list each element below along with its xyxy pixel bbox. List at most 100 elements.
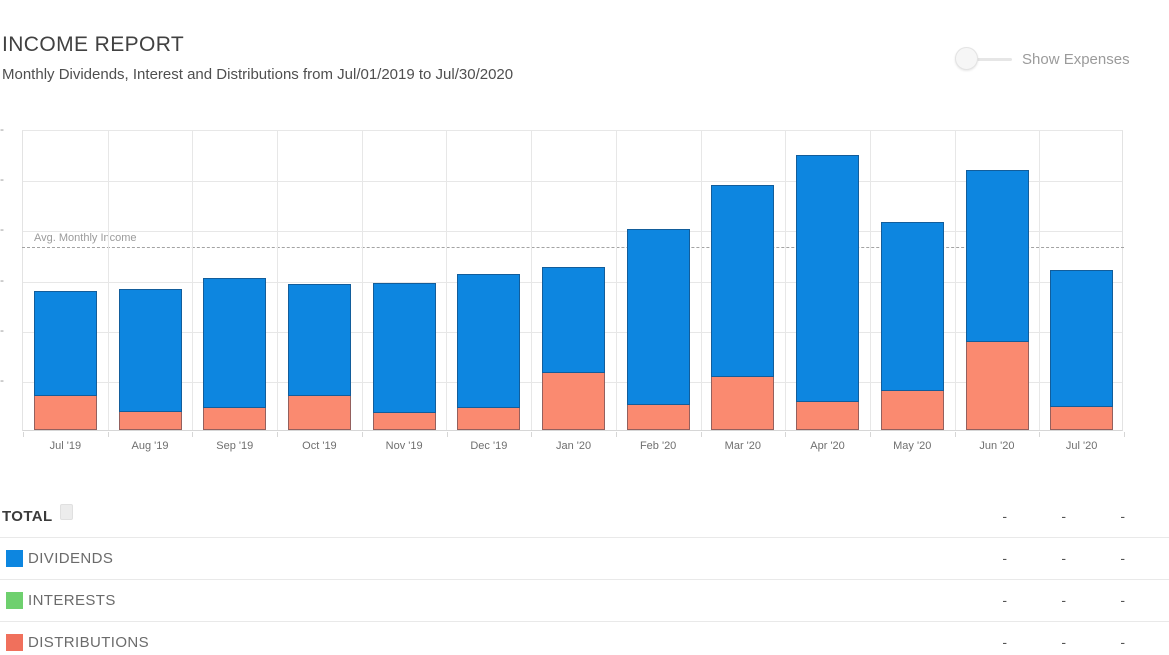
bar-segment-distributions[interactable]	[372, 412, 436, 430]
x-axis-label: Jul '19	[49, 440, 82, 452]
x-axis-tick	[1039, 432, 1041, 437]
row-label-dividends: DIVIDENDS	[28, 550, 114, 567]
toggle-knob-icon[interactable]	[955, 47, 978, 70]
show-expenses-toggle[interactable]: Show Expenses	[950, 44, 1169, 76]
bar-segment-distributions[interactable]	[626, 404, 690, 430]
x-axis-label: May '20	[893, 440, 932, 452]
bar-segment-distributions[interactable]	[711, 376, 775, 430]
bar-segment-dividends[interactable]	[372, 283, 436, 413]
v-gridline	[107, 131, 109, 430]
bar-segment-dividends[interactable]	[965, 170, 1029, 342]
bar-segment-dividends[interactable]	[626, 229, 690, 405]
v-gridline	[869, 131, 871, 430]
v-gridline	[615, 131, 617, 430]
row-values-dividends: ---	[948, 550, 1125, 566]
income-chart-plot-area: Avg. Monthly Income Jul '19 Aug '19 Sep '1…	[22, 130, 1125, 452]
x-axis-tick	[107, 432, 109, 437]
bar-segment-distributions[interactable]	[880, 390, 944, 430]
row-values-distributions: ---	[948, 634, 1125, 650]
bar-segment-distributions[interactable]	[203, 407, 267, 430]
page-subtitle: Monthly Dividends, Interest and Distribu…	[2, 66, 514, 83]
bar-segment-dividends[interactable]	[203, 278, 267, 408]
x-axis-label: Mar '20	[724, 440, 762, 452]
value-cell: -	[1002, 634, 1007, 650]
bar-segment-dividends[interactable]	[287, 284, 351, 396]
bar-segment-distributions[interactable]	[457, 407, 521, 430]
v-gridline	[531, 131, 533, 430]
value-cell: -	[1061, 634, 1066, 650]
bar-segment-distributions[interactable]	[542, 372, 605, 430]
bar-segment-distributions[interactable]	[33, 395, 97, 430]
x-axis-label: Sep '19	[216, 440, 254, 452]
table-row-distributions[interactable]: DISTRIBUTIONS - - -	[0, 622, 1169, 655]
h-gridline	[23, 231, 1122, 233]
y-axis-tick-label: -	[0, 172, 4, 187]
x-axis-tick	[785, 432, 787, 437]
bar-segment-dividends[interactable]	[880, 222, 944, 391]
x-axis-label: Jan '20	[555, 440, 592, 452]
bar-segment-dividends[interactable]	[1050, 270, 1114, 407]
legend-swatch-distributions	[6, 634, 23, 651]
v-gridline	[785, 131, 787, 430]
value-cell: -	[1120, 508, 1125, 524]
v-gridline	[192, 131, 194, 430]
x-axis-tick	[954, 432, 956, 437]
toggle-track-icon	[967, 58, 1012, 61]
x-axis-tick	[446, 432, 448, 437]
v-gridline	[700, 131, 702, 430]
x-axis-label: Jul '20	[1065, 440, 1098, 452]
bar-segment-dividends[interactable]	[118, 289, 182, 412]
bar-segment-distributions[interactable]	[965, 341, 1029, 430]
row-label-distributions: DISTRIBUTIONS	[28, 634, 150, 651]
x-axis-label: Oct '19	[302, 440, 337, 452]
bar-segment-distributions[interactable]	[1050, 406, 1114, 430]
x-axis-label: Feb '20	[639, 440, 677, 452]
x-axis-label: Nov '19	[385, 440, 423, 452]
x-axis-tick	[700, 432, 702, 437]
bar-segment-distributions[interactable]	[118, 411, 182, 430]
bar-segment-distributions[interactable]	[287, 395, 351, 430]
x-axis-tick	[361, 432, 363, 437]
x-axis-tick	[1124, 432, 1125, 437]
bar-segment-dividends[interactable]	[796, 155, 860, 402]
value-cell: -	[1061, 592, 1066, 608]
value-cell: -	[1002, 550, 1007, 566]
bar-segment-dividends[interactable]	[457, 274, 521, 408]
v-gridline	[954, 131, 956, 430]
x-axis-label: Aug '19	[131, 440, 169, 452]
avg-monthly-income-line	[22, 247, 1124, 248]
legend-swatch-dividends	[6, 550, 23, 567]
v-gridline	[361, 131, 363, 430]
v-gridline	[277, 131, 279, 430]
y-axis-tick-label: -	[0, 372, 4, 387]
page-title: INCOME REPORT	[2, 33, 185, 56]
value-cell: -	[1120, 634, 1125, 650]
legend-swatch-interests	[6, 592, 23, 609]
table-row-dividends[interactable]: DIVIDENDS - - -	[0, 538, 1169, 580]
value-cell: -	[1120, 592, 1125, 608]
table-row-interests[interactable]: INTERESTS - - -	[0, 580, 1169, 622]
bar-segment-dividends[interactable]	[33, 291, 97, 396]
row-values-interests: ---	[948, 592, 1125, 608]
bar-segment-dividends[interactable]	[711, 185, 775, 377]
v-gridline	[1039, 131, 1041, 430]
avg-monthly-income-label: Avg. Monthly Income	[34, 232, 137, 244]
masked-note-icon	[60, 504, 73, 520]
v-gridline	[446, 131, 448, 430]
x-axis-tick	[192, 432, 194, 437]
x-axis-tick	[869, 432, 871, 437]
bar-segment-dividends[interactable]	[542, 267, 605, 373]
x-axis-tick	[23, 432, 24, 437]
y-axis-tick-label: -	[0, 272, 4, 287]
value-cell: -	[1061, 550, 1066, 566]
row-label-total: TOTAL	[2, 508, 53, 525]
x-axis-tick	[615, 432, 617, 437]
value-cell: -	[1061, 508, 1066, 524]
row-values-total: ---	[948, 508, 1125, 524]
value-cell: -	[1002, 508, 1007, 524]
bar-segment-distributions[interactable]	[796, 401, 860, 430]
show-expenses-label: Show Expenses	[1022, 51, 1130, 68]
value-cell: -	[1002, 592, 1007, 608]
y-axis-tick-label: -	[0, 222, 4, 237]
table-row-total: TOTAL - - -	[0, 496, 1169, 538]
